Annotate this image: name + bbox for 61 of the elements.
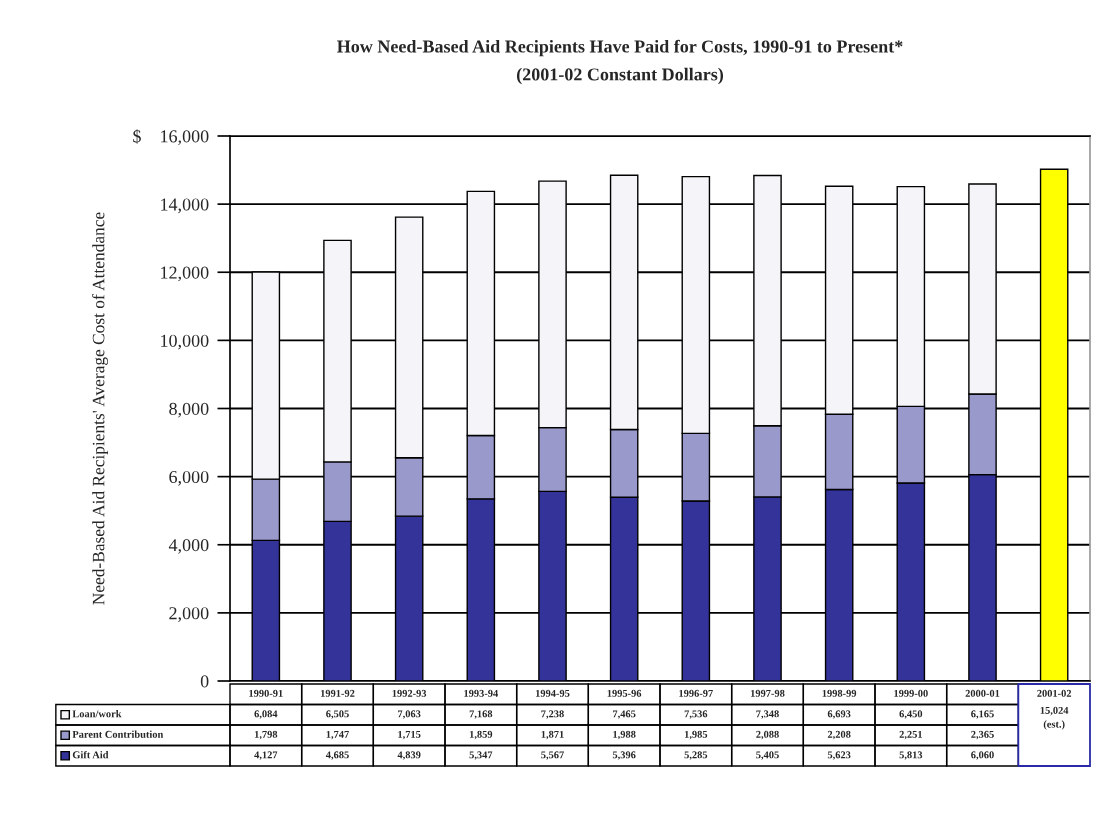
y-tick-label: 6,000	[169, 470, 209, 486]
x-tick-label: 1993-94	[464, 689, 498, 697]
chart-title: How Need-Based Aid Recipients Have Paid for Costs, 1990-91 to Present*	[337, 39, 903, 57]
data-label: 5,285	[684, 751, 708, 760]
x-tick-label: 1999-00	[894, 689, 928, 697]
data-label: 1,715	[398, 730, 421, 740]
data-label: 2,208	[827, 730, 851, 740]
data-label: 6,060	[971, 751, 994, 760]
y-tick-label: 4,000	[168, 539, 209, 554]
data-label: 1,871	[541, 730, 564, 740]
data-label: 7,063	[398, 710, 421, 719]
data-label: 2,365	[971, 730, 994, 740]
data-label: 6,505	[326, 710, 349, 719]
legend-label: Loan/work	[72, 710, 122, 718]
data-label: 5,623	[827, 751, 851, 760]
data-label: 1,988	[613, 730, 636, 740]
y-tick-label: 8,000	[169, 402, 209, 418]
data-label: 6,450	[899, 710, 923, 719]
y-tick-label: 2,000	[169, 607, 209, 622]
data-label: 1,859	[469, 730, 493, 740]
y-tick-label: $ 16,000	[133, 129, 209, 146]
data-label: 1,747	[326, 730, 349, 740]
x-tick-label: 2001-02	[1037, 689, 1072, 697]
data-label: 5,347	[469, 751, 493, 760]
data-label: 4,839	[397, 751, 421, 760]
x-tick-label: 1995-96	[607, 689, 642, 697]
data-label: 5,396	[612, 751, 636, 760]
x-tick-label: 1996-97	[679, 689, 713, 697]
x-tick-label: 1991-92	[320, 689, 355, 697]
data-label: 2,251	[899, 730, 923, 740]
data-label: 6,165	[971, 710, 994, 719]
data-label: 4,127	[254, 751, 278, 760]
legend-label: Parent Contribution	[72, 730, 164, 738]
y-tick-label: 14,000	[161, 198, 209, 214]
y-tick-label: 10,000	[161, 334, 209, 350]
data-label: 7,465	[613, 710, 636, 719]
data-label: 7,536	[684, 710, 708, 719]
data-label: 7,238	[541, 710, 564, 719]
data-label: 5,813	[899, 751, 923, 760]
x-tick-label: 1992-93	[392, 689, 427, 697]
x-tick-label: 1994-95	[535, 689, 570, 697]
data-label: 5,567	[541, 751, 564, 760]
data-label: 15,024 (est.)	[1040, 706, 1069, 730]
x-tick-label: 1998-99	[822, 689, 857, 697]
data-label: 6,084	[254, 710, 278, 719]
x-tick-label: 1997-98	[750, 689, 785, 697]
data-label: 7,168	[469, 710, 493, 719]
data-label: 4,685	[325, 751, 349, 760]
data-label: 5,405	[756, 751, 779, 760]
y-axis-title: Need-Based Aid Recipients' Average Cost of Attendance	[92, 212, 108, 605]
x-tick-label: 1990-91	[249, 689, 283, 697]
chart-subtitle: (2001-02 Constant Dollars)	[516, 67, 724, 85]
data-label: 7,348	[756, 710, 779, 719]
y-tick-label: 0	[200, 675, 209, 688]
data-label: 1,985	[684, 730, 708, 740]
x-tick-label: 2000-01	[965, 689, 1000, 697]
legend-label: Gift Aid	[72, 750, 109, 759]
y-tick-label: 12,000	[161, 266, 209, 282]
data-label: 2,088	[756, 730, 779, 740]
data-label: 6,693	[827, 710, 851, 719]
data-label: 1,798	[254, 730, 278, 740]
